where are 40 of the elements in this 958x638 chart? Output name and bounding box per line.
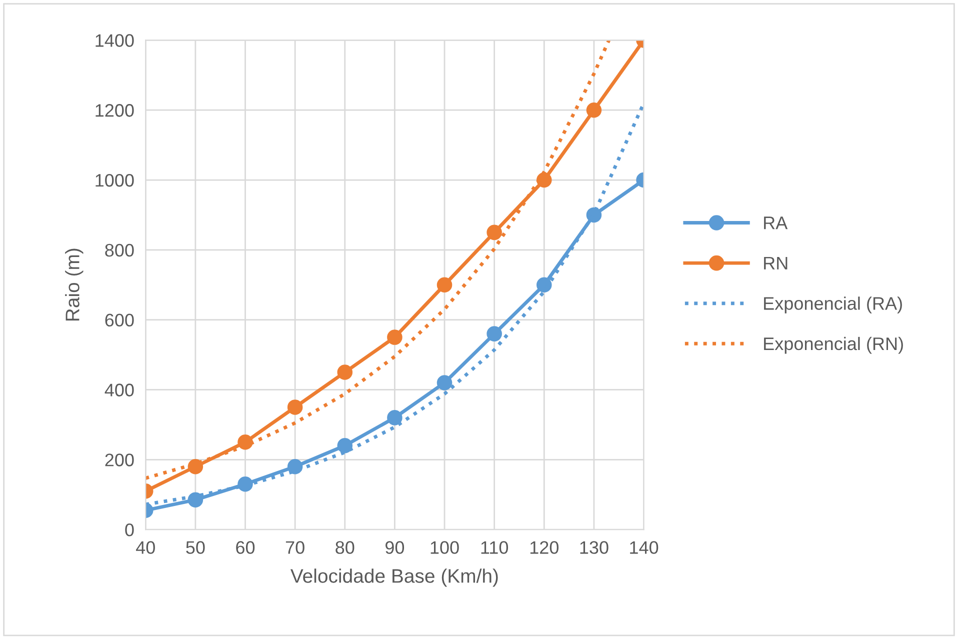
x-tick-label: 120: [530, 541, 558, 554]
point: [287, 458, 303, 474]
x-tick-label: 60: [236, 541, 255, 554]
y-tick-label: 1000: [96, 174, 134, 187]
point: [586, 102, 602, 118]
y-tick-label: 600: [105, 314, 134, 327]
x-tick-label: 80: [336, 541, 354, 554]
y-tick-label: 400: [104, 384, 134, 396]
y-axis-title: Raio (m): [65, 248, 84, 321]
point: [486, 326, 502, 342]
x-tick-label: 140: [630, 541, 658, 554]
point: [337, 364, 353, 380]
y-tick-label: 1400: [96, 34, 134, 47]
legend-label: RA: [764, 216, 788, 230]
point: [536, 172, 552, 188]
point: [238, 476, 253, 492]
point: [536, 277, 552, 293]
point: [387, 330, 402, 345]
x-tick-label: 90: [386, 541, 404, 554]
y-tick-label: 1200: [96, 104, 134, 117]
x-tick-label: 100: [430, 541, 459, 554]
point: [436, 277, 452, 293]
point: [287, 400, 303, 415]
point: [337, 438, 353, 454]
point: [436, 375, 452, 390]
point: [486, 224, 502, 240]
x-tick-label: 110: [481, 541, 508, 554]
x-tick-label: 50: [186, 541, 205, 554]
legend-label: Exponencial (RA): [764, 296, 902, 314]
x-tick-label: 40: [136, 541, 155, 554]
point: [387, 410, 402, 426]
y-tick-label: 0: [125, 523, 134, 536]
x-tick-label: 130: [580, 541, 608, 554]
y-tick-label: 800: [105, 244, 134, 257]
y-tick-label: 200: [105, 454, 134, 466]
x-tick-label: 70: [286, 541, 304, 554]
legend-label: Exponencial (RN): [764, 336, 903, 354]
x-axis-title: Velocidade Base (Km/h): [290, 568, 498, 587]
point: [188, 492, 204, 508]
legend-label: RN: [764, 256, 788, 270]
